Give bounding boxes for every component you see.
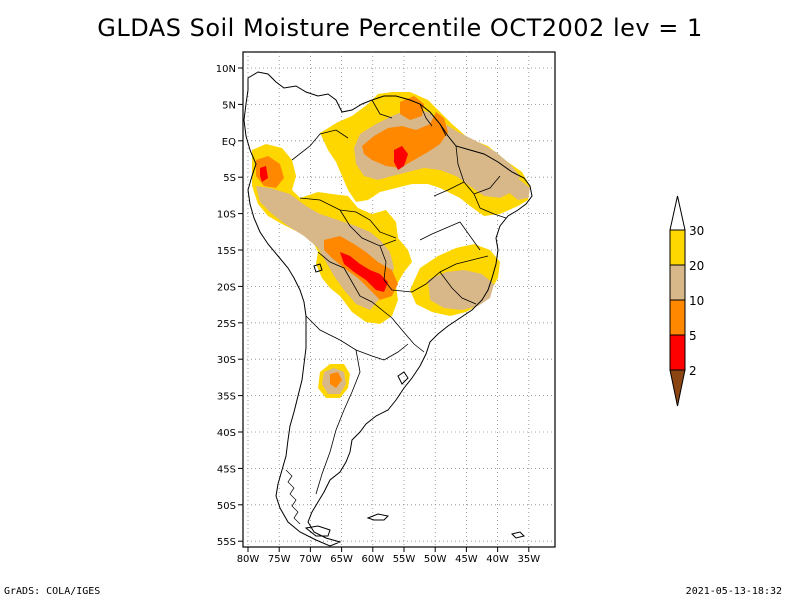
percentile-shading bbox=[252, 92, 530, 398]
shading-5-10-guiana bbox=[400, 96, 424, 120]
lat-tick-label: 35S bbox=[217, 392, 236, 403]
shading-2-5-north bbox=[394, 146, 408, 170]
footer-credit: GrADS: COLA/IGES bbox=[4, 586, 101, 597]
south-america-coastline bbox=[243, 71, 533, 547]
lon-tick-label: 50W bbox=[424, 554, 447, 565]
shading-10-20-southeast bbox=[428, 270, 494, 310]
colorbar-label: 30 bbox=[689, 224, 704, 238]
lat-tick-label: 20S bbox=[217, 282, 236, 293]
country-borders bbox=[291, 99, 507, 495]
lon-tick-label: 75W bbox=[268, 554, 291, 565]
lon-tick-label: 55W bbox=[393, 554, 416, 565]
lat-tick-label: 45S bbox=[217, 464, 236, 475]
lat-tick-label: 30S bbox=[217, 355, 236, 366]
lake-titicaca bbox=[313, 263, 323, 273]
lon-tick-label: 65W bbox=[330, 554, 353, 565]
shading-5-10-north bbox=[362, 112, 448, 168]
falkland-islands bbox=[366, 513, 390, 521]
lat-tick-label: EQ bbox=[222, 137, 236, 148]
lon-tick-label: 70W bbox=[299, 554, 322, 565]
colorbar-segment-2-5 bbox=[669, 334, 686, 371]
colorbar-segment-10-20 bbox=[669, 264, 686, 301]
shading-2-5-west bbox=[260, 166, 268, 182]
colorbar-label: 10 bbox=[689, 294, 704, 308]
lat-tick-label: 55S bbox=[217, 537, 236, 548]
lat-tick-label: 5S bbox=[223, 173, 236, 184]
colorbar-segment-20-30 bbox=[669, 229, 686, 266]
lon-tick-label: 60W bbox=[361, 554, 384, 565]
lon-tick-label: 45W bbox=[455, 554, 478, 565]
coastlines bbox=[243, 71, 533, 547]
colorbar-top-arrow bbox=[669, 195, 686, 231]
lon-tick-label: 80W bbox=[237, 554, 260, 565]
lat-tick-label: 50S bbox=[217, 501, 236, 512]
lat-tick-label: 15S bbox=[217, 246, 236, 257]
latitude-axis: 10N 5N EQ 5S 10S 15S 20S 25S 30S 35S 40S 45S 50S 55S bbox=[216, 64, 243, 548]
lat-tick-label: 10S bbox=[217, 210, 236, 221]
shading-5-10-argentina bbox=[330, 372, 342, 388]
lat-tick-label: 10N bbox=[216, 64, 236, 75]
colorbar-label: 2 bbox=[689, 364, 697, 378]
south-georgia bbox=[511, 531, 525, 539]
colorbar-bottom-arrow bbox=[669, 369, 686, 407]
lon-tick-label: 35W bbox=[517, 554, 540, 565]
lat-tick-label: 25S bbox=[217, 319, 236, 330]
colorbar: 30 20 10 5 2 bbox=[669, 195, 704, 407]
lon-tick-label: 40W bbox=[486, 554, 509, 565]
lat-tick-label: 5N bbox=[222, 100, 236, 111]
tierra-del-fuego bbox=[304, 525, 331, 537]
colorbar-label: 20 bbox=[689, 259, 704, 273]
longitude-axis: 80W 75W 70W 65W 60W 55W 50W 45W 40W 35W bbox=[237, 547, 540, 565]
chart-title: GLDAS Soil Moisture Percentile OCT2002 l… bbox=[97, 14, 703, 42]
chile-fjords bbox=[285, 469, 301, 525]
lat-tick-label: 40S bbox=[217, 428, 236, 439]
shading-10-20-northeast bbox=[508, 176, 530, 200]
colorbar-segment-5-10 bbox=[669, 299, 686, 336]
shading-2-5-pantanal bbox=[340, 252, 388, 292]
colorbar-label: 5 bbox=[689, 329, 697, 343]
footer-timestamp: 2021-05-13-18:32 bbox=[685, 586, 782, 597]
lagoa-dos-patos bbox=[397, 371, 409, 385]
